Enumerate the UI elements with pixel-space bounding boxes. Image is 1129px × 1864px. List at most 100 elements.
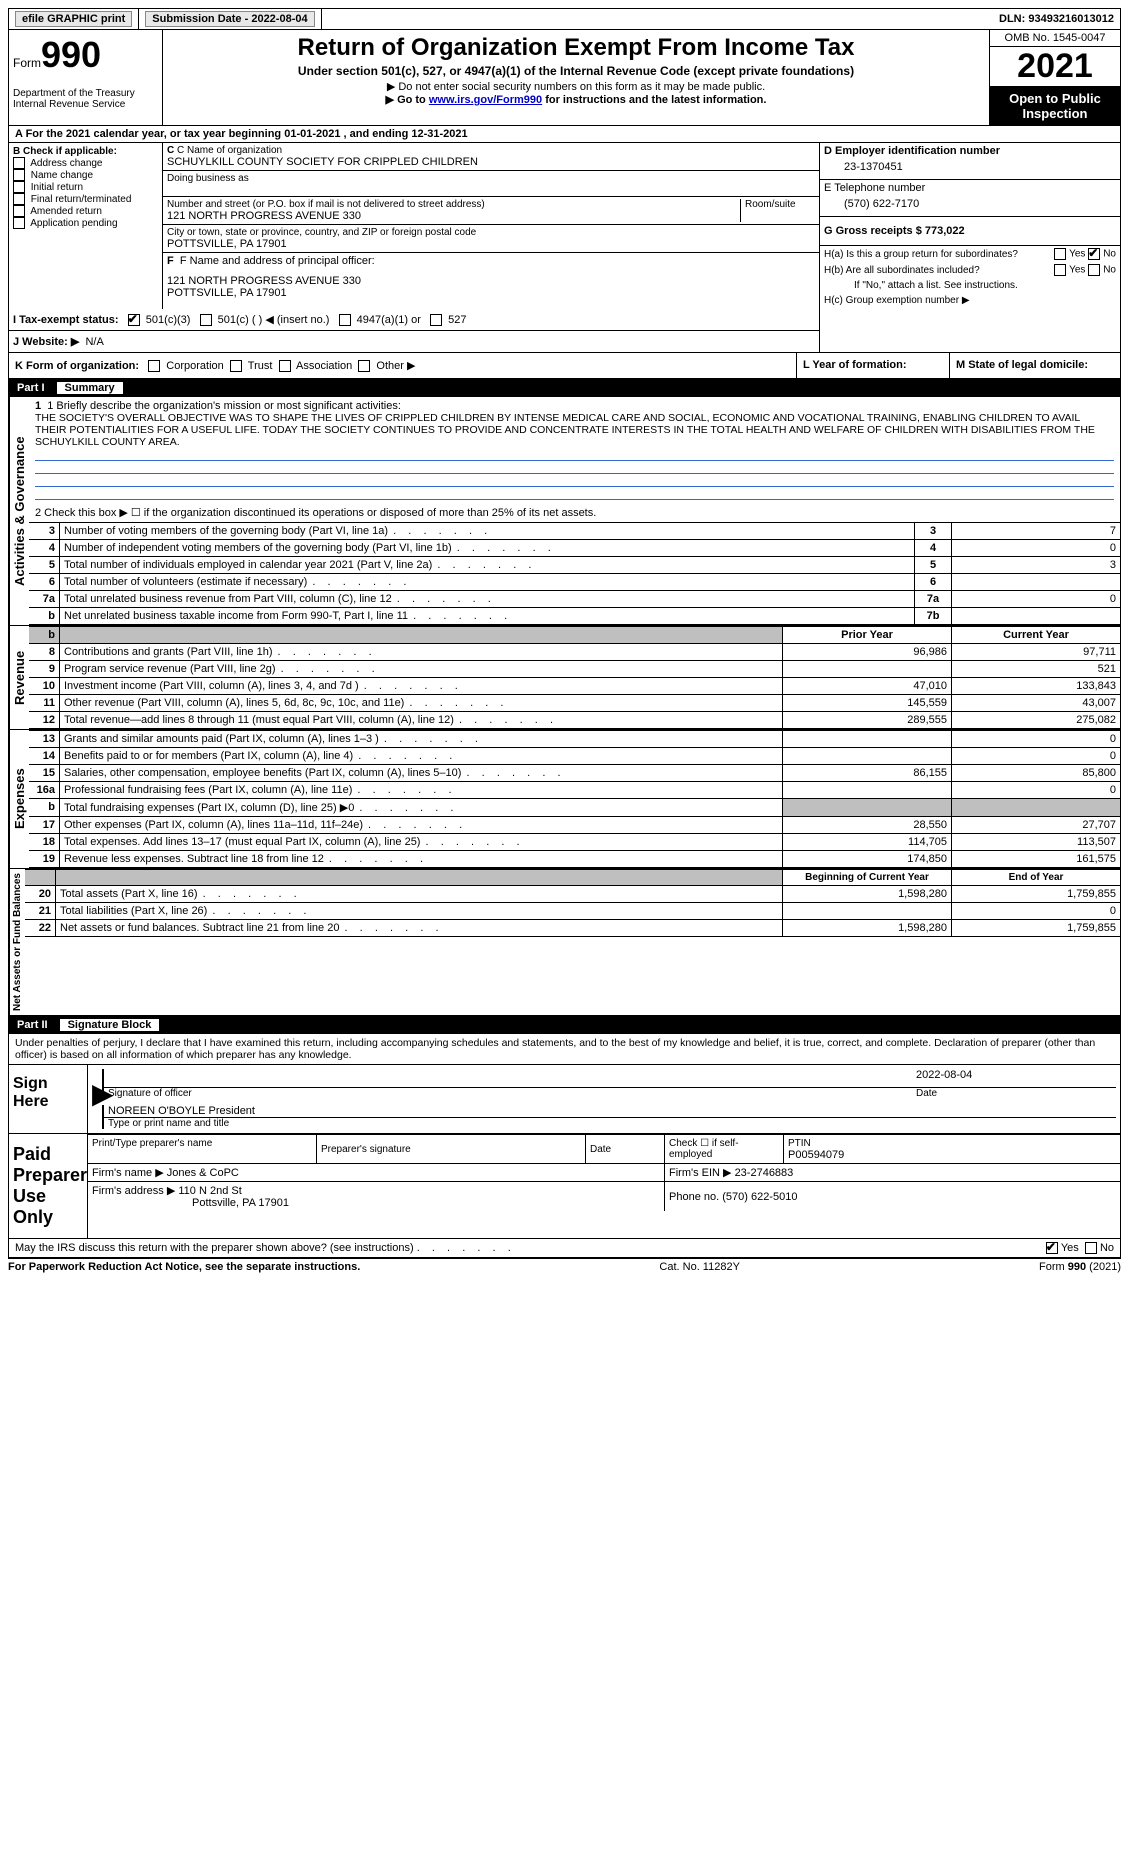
boxk-opt[interactable] bbox=[279, 360, 291, 372]
financial-row: 8 Contributions and grants (Part VIII, l… bbox=[29, 644, 1120, 661]
officer-addr2: POTTSVILLE, PA 17901 bbox=[167, 287, 815, 299]
street-label: Number and street (or P.O. box if mail i… bbox=[167, 199, 736, 210]
boxb-opt[interactable] bbox=[13, 157, 25, 169]
501c3-checkbox[interactable] bbox=[128, 314, 140, 326]
financial-row: 11 Other revenue (Part VIII, column (A),… bbox=[29, 695, 1120, 712]
org-name: SCHUYLKILL COUNTY SOCIETY FOR CRIPPLED C… bbox=[167, 156, 815, 168]
discuss-question: May the IRS discuss this return with the… bbox=[15, 1242, 513, 1254]
discuss-no-checkbox[interactable] bbox=[1085, 1242, 1097, 1254]
4947-checkbox[interactable] bbox=[339, 314, 351, 326]
efile-print-button[interactable]: efile GRAPHIC print bbox=[15, 11, 132, 27]
officer-name-title: NOREEN O'BOYLE President bbox=[102, 1105, 1116, 1118]
summary-row: 4 Number of independent voting members o… bbox=[29, 540, 1120, 557]
financial-row: 12 Total revenue—add lines 8 through 11 … bbox=[29, 712, 1120, 729]
sig-date-value: 2022-08-04 bbox=[912, 1069, 1116, 1088]
501c-checkbox[interactable] bbox=[200, 314, 212, 326]
boxb-opt[interactable] bbox=[13, 193, 25, 205]
col-begin: Beginning of Current Year bbox=[783, 870, 952, 886]
tax-year: 2021 bbox=[990, 47, 1120, 87]
financial-row: 16a Professional fundraising fees (Part … bbox=[29, 782, 1120, 799]
boxk-opt[interactable] bbox=[230, 360, 242, 372]
ptin-label: PTIN bbox=[788, 1138, 811, 1149]
submission-date: Submission Date - 2022-08-04 bbox=[145, 11, 314, 27]
boxk-opt[interactable] bbox=[358, 360, 370, 372]
form990-link[interactable]: www.irs.gov/Form990 bbox=[429, 94, 542, 106]
side-revenue: Revenue bbox=[9, 626, 29, 729]
firm-phone: (570) 622-5010 bbox=[722, 1191, 797, 1203]
col-end: End of Year bbox=[952, 870, 1121, 886]
firm-addr: 110 N 2nd St bbox=[178, 1185, 241, 1197]
discuss-yes-checkbox[interactable] bbox=[1046, 1242, 1058, 1254]
side-expenses: Expenses bbox=[9, 730, 29, 868]
tax-status-label: I Tax-exempt status: bbox=[13, 314, 119, 326]
form-footer: Form 990 (2021) bbox=[1039, 1261, 1121, 1273]
boxb-opt[interactable] bbox=[13, 217, 25, 229]
summary-row: 3 Number of voting members of the govern… bbox=[29, 523, 1120, 540]
col-current: Current Year bbox=[952, 627, 1121, 644]
financial-row: 14 Benefits paid to or for members (Part… bbox=[29, 748, 1120, 765]
q1-label: 1 1 Briefly describe the organization's … bbox=[35, 400, 1114, 412]
financial-row: b Total fundraising expenses (Part IX, c… bbox=[29, 799, 1120, 817]
street-value: 121 NORTH PROGRESS AVENUE 330 bbox=[167, 210, 736, 222]
financial-row: 20 Total assets (Part X, line 16) 1,598,… bbox=[25, 886, 1120, 903]
firm-name: Jones & CoPC bbox=[167, 1167, 239, 1179]
sig-date-label: Date bbox=[916, 1088, 1116, 1099]
boxb-opt[interactable] bbox=[13, 181, 25, 193]
pra-notice: For Paperwork Reduction Act Notice, see … bbox=[8, 1261, 360, 1273]
side-netassets: Net Assets or Fund Balances bbox=[9, 869, 25, 1015]
website-value: N/A bbox=[85, 336, 103, 348]
firm-city: Pottsville, PA 17901 bbox=[92, 1197, 289, 1209]
summary-row: 6 Total number of volunteers (estimate i… bbox=[29, 574, 1120, 591]
phone-value: (570) 622-7170 bbox=[824, 194, 1116, 214]
ptin-value: P00594079 bbox=[788, 1149, 844, 1161]
hb-yes-checkbox[interactable] bbox=[1054, 264, 1066, 276]
financial-row: 15 Salaries, other compensation, employe… bbox=[29, 765, 1120, 782]
summary-row: b Net unrelated business taxable income … bbox=[29, 608, 1120, 625]
ha-yes-checkbox[interactable] bbox=[1054, 248, 1066, 260]
form-subtitle-1: Under section 501(c), 527, or 4947(a)(1)… bbox=[169, 64, 983, 78]
h-a-label: H(a) Is this a group return for subordin… bbox=[824, 249, 1018, 260]
org-name-label: C Name of organization bbox=[177, 145, 282, 156]
mission-text: THE SOCIETY'S OVERALL OBJECTIVE WAS TO S… bbox=[35, 412, 1114, 448]
pt-name-label: Print/Type preparer's name bbox=[92, 1138, 212, 1149]
city-value: POTTSVILLE, PA 17901 bbox=[167, 238, 815, 250]
form-title: Return of Organization Exempt From Incom… bbox=[169, 34, 983, 62]
financial-row: 21 Total liabilities (Part X, line 26) 0 bbox=[25, 903, 1120, 920]
form-org-label: K Form of organization: bbox=[15, 360, 139, 372]
website-label: J Website: ▶ bbox=[13, 336, 79, 348]
city-label: City or town, state or province, country… bbox=[167, 227, 815, 238]
527-checkbox[interactable] bbox=[430, 314, 442, 326]
ein-label: D Employer identification number bbox=[824, 145, 1116, 157]
part2-header: Part IISignature Block bbox=[8, 1016, 1121, 1034]
dba-label: Doing business as bbox=[167, 173, 815, 184]
ha-no-checkbox[interactable] bbox=[1088, 248, 1100, 260]
summary-row: 7a Total unrelated business revenue from… bbox=[29, 591, 1120, 608]
boxk-opt[interactable] bbox=[148, 360, 160, 372]
financial-row: 10 Investment income (Part VIII, column … bbox=[29, 678, 1120, 695]
h-note: If "No," attach a list. See instructions… bbox=[854, 280, 1116, 291]
entity-block: B Check if applicable: Address change Na… bbox=[8, 143, 1121, 309]
financial-row: 22 Net assets or fund balances. Subtract… bbox=[25, 920, 1120, 937]
open-inspection: Open to Public Inspection bbox=[990, 87, 1120, 125]
side-activities: Activities & Governance bbox=[9, 397, 29, 625]
penalty-text: Under penalties of perjury, I declare th… bbox=[8, 1034, 1121, 1065]
form-subtitle-2: ▶ Do not enter social security numbers o… bbox=[169, 80, 983, 93]
financial-row: 19 Revenue less expenses. Subtract line … bbox=[29, 851, 1120, 868]
h-b-label: H(b) Are all subordinates included? bbox=[824, 265, 980, 276]
hb-no-checkbox[interactable] bbox=[1088, 264, 1100, 276]
self-employed-check[interactable]: Check ☐ if self-employed bbox=[665, 1135, 784, 1164]
boxb-opt[interactable] bbox=[13, 205, 25, 217]
pt-sig-label: Preparer's signature bbox=[321, 1144, 411, 1155]
q2-text: 2 Check this box ▶ ☐ if the organization… bbox=[29, 503, 1120, 522]
gross-receipts: G Gross receipts $ 773,022 bbox=[824, 225, 965, 237]
firm-ein: 23-2746883 bbox=[735, 1167, 794, 1179]
name-title-label: Type or print name and title bbox=[102, 1118, 1116, 1129]
cat-no: Cat. No. 11282Y bbox=[659, 1261, 740, 1273]
officer-label: F F Name and address of principal office… bbox=[167, 255, 815, 267]
boxb-opt[interactable] bbox=[13, 169, 25, 181]
officer-addr1: 121 NORTH PROGRESS AVENUE 330 bbox=[167, 275, 815, 287]
form-subtitle-3: ▶ Go to www.irs.gov/Form990 for instruct… bbox=[169, 93, 983, 106]
year-formation: L Year of formation: bbox=[797, 353, 950, 378]
omb-number: OMB No. 1545-0047 bbox=[990, 30, 1120, 47]
ein-value: 23-1370451 bbox=[824, 157, 1116, 177]
